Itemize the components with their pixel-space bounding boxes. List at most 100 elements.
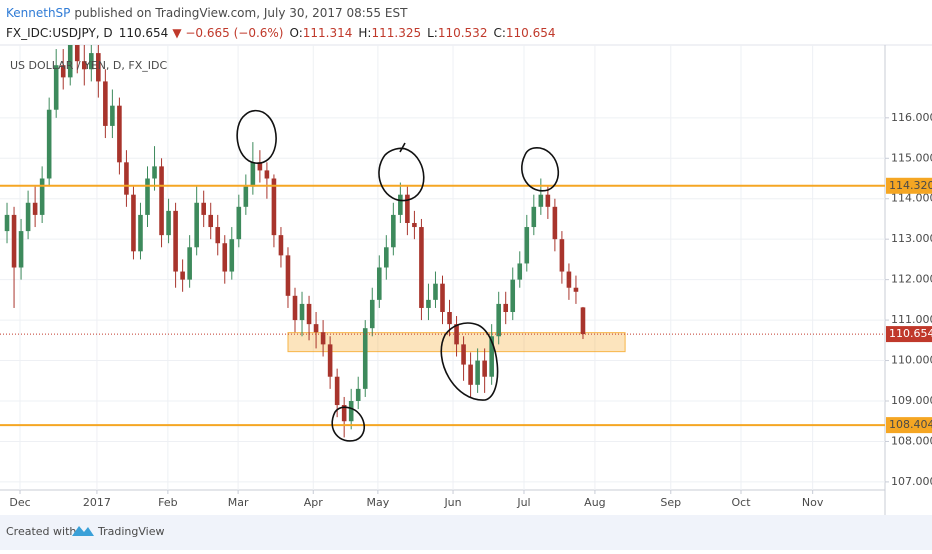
candle-body xyxy=(489,336,494,377)
candle-body xyxy=(313,324,319,333)
candle-body xyxy=(440,283,445,312)
candle-body xyxy=(25,202,31,232)
x-tick-label: Sep xyxy=(660,496,681,509)
candle-body xyxy=(362,328,368,389)
candle-body xyxy=(320,332,326,345)
x-tick-label: May xyxy=(367,496,390,509)
y-tick-label: 112.000 xyxy=(891,273,932,286)
candle-body xyxy=(292,295,298,321)
candle-body xyxy=(124,162,129,195)
x-tick-label: Jun xyxy=(443,496,461,509)
candle-body xyxy=(53,65,59,110)
y-tick-label: 107.000 xyxy=(891,475,932,488)
published: published on TradingView.com, July 30, 2… xyxy=(74,6,408,20)
candle-body xyxy=(531,206,537,228)
candle-body xyxy=(236,206,242,240)
footer-brand[interactable]: TradingView xyxy=(97,525,164,538)
candle-body xyxy=(67,45,73,78)
candle-body xyxy=(405,194,410,223)
candle-body xyxy=(327,344,333,377)
candle-body xyxy=(510,279,516,312)
y-tick-label: 109.000 xyxy=(891,394,932,407)
candle-body xyxy=(545,194,551,207)
candle-body xyxy=(334,376,340,406)
candle-body xyxy=(250,162,256,187)
candle-body xyxy=(306,303,312,325)
candle-body xyxy=(131,194,136,252)
candle-body xyxy=(166,210,171,236)
candle-body xyxy=(110,105,115,126)
candle-body xyxy=(376,267,382,300)
circle-annotation xyxy=(440,322,499,401)
annotations xyxy=(236,109,560,442)
candle-body xyxy=(341,405,347,422)
candle-body xyxy=(496,303,501,337)
footer-text: Created with xyxy=(6,525,76,538)
candle-body xyxy=(398,194,403,215)
quote-label: L: xyxy=(427,26,438,40)
candle-body xyxy=(208,214,214,228)
y-tick-label: 113.000 xyxy=(891,232,932,245)
candle-body xyxy=(103,81,108,126)
candle-body xyxy=(566,271,572,288)
candle-body xyxy=(229,239,235,272)
last-price-label: 110.654 xyxy=(889,327,932,340)
x-tick-label: Mar xyxy=(228,496,249,509)
candle-body xyxy=(580,307,586,335)
y-tick-label: 110.000 xyxy=(891,354,932,367)
candle-body xyxy=(96,53,101,82)
candle-body xyxy=(524,227,530,264)
x-tick-label: Feb xyxy=(158,496,177,509)
candle-body xyxy=(117,105,122,163)
candle-body xyxy=(419,227,424,308)
quote-label: C: xyxy=(493,26,505,40)
quote-value: 110.654 xyxy=(506,26,556,40)
x-tick-label: Apr xyxy=(304,496,324,509)
candle-body xyxy=(482,360,487,377)
x-tick-label: Aug xyxy=(584,496,605,509)
level-label: 108.404 xyxy=(889,418,932,431)
candle-body xyxy=(264,170,270,179)
quote-value: 111.325 xyxy=(371,26,421,40)
candle-body xyxy=(39,178,45,215)
candle-body xyxy=(517,263,523,280)
candle-body xyxy=(278,235,284,256)
candle-body xyxy=(60,65,66,78)
level-badge xyxy=(886,417,932,434)
candle-body xyxy=(138,214,143,252)
candle-body xyxy=(271,178,277,236)
y-tick-label: 114.000 xyxy=(891,192,932,205)
candle-body xyxy=(159,166,164,236)
author[interactable]: KennethSP xyxy=(6,6,70,20)
candle-body xyxy=(187,247,192,280)
candle-body xyxy=(173,210,178,272)
x-tick-label: Dec xyxy=(9,496,30,509)
candle-body xyxy=(11,214,17,268)
candle-body xyxy=(552,206,558,240)
quote-line: FX_IDC:USDJPY, D 110.654 ▼ −0.665 (−0.6%) O… xyxy=(6,26,556,40)
candle-body xyxy=(81,61,87,70)
candle-body xyxy=(152,166,157,179)
candle-body xyxy=(538,194,544,207)
plot xyxy=(0,45,885,490)
y-tick-label: 111.000 xyxy=(891,313,932,326)
candle-body xyxy=(348,401,354,422)
quote-value: 111.314 xyxy=(303,26,353,40)
candle-body xyxy=(32,202,38,215)
footer-bar xyxy=(0,515,932,550)
candle-body xyxy=(18,231,24,268)
candle-body xyxy=(433,283,438,300)
candle-body xyxy=(412,223,417,228)
y-tick-label: 115.000 xyxy=(891,151,932,164)
candle-body xyxy=(369,299,375,329)
x-tick-label: Oct xyxy=(731,496,751,509)
candle-body xyxy=(243,186,249,207)
candle-body xyxy=(447,312,452,325)
candle-body xyxy=(461,344,466,365)
candle-body xyxy=(285,255,291,296)
circle-annotation xyxy=(378,142,425,202)
x-tick-label: 2017 xyxy=(83,496,111,509)
candle-body xyxy=(215,227,221,244)
axes: 107.000 108.000 109.000 110.000 111.000 112.0… xyxy=(9,111,932,509)
